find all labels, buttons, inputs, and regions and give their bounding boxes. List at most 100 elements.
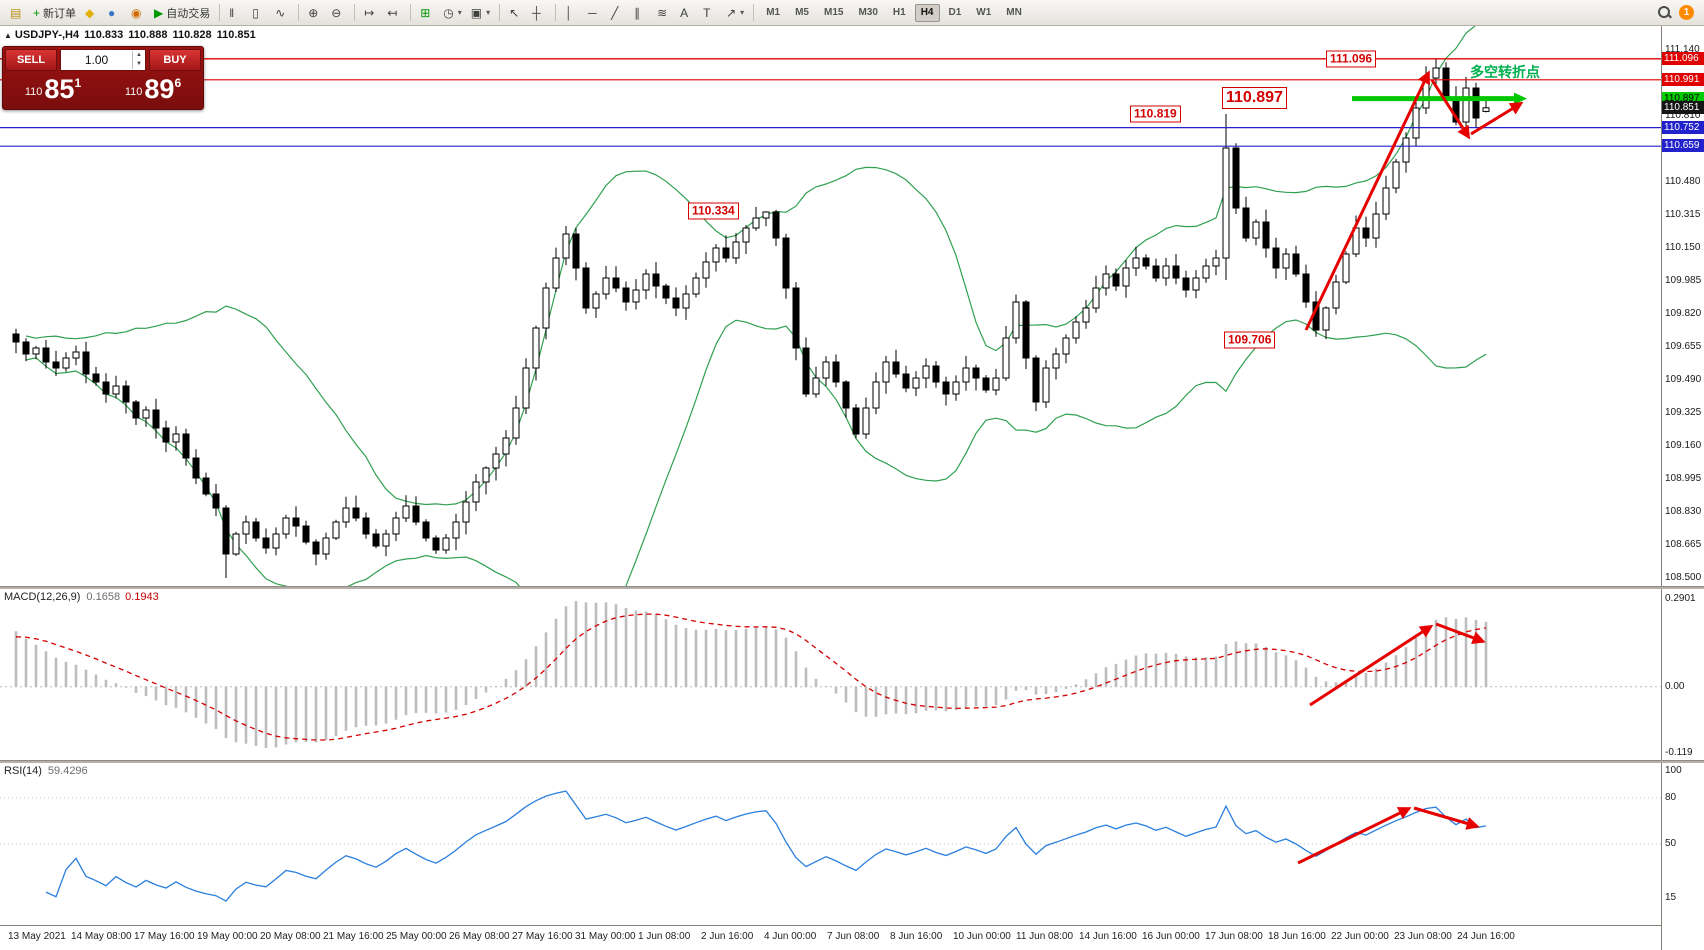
- new-order-button[interactable]: + 新订单: [29, 3, 80, 23]
- horizontal-line-button[interactable]: ─: [584, 3, 606, 23]
- chart-shift-button[interactable]: ↤: [383, 3, 405, 23]
- one-click-trading-panel: SELL 1.00 ▲ ▼ BUY 110 85 1: [2, 46, 204, 110]
- timeframe-m30-button[interactable]: M30: [852, 4, 883, 22]
- timeframe-m5-button[interactable]: M5: [789, 4, 815, 22]
- text-label-button[interactable]: T: [699, 3, 721, 23]
- price-axis-label: 109.325: [1665, 407, 1702, 418]
- bars-mode-button[interactable]: ‖: [225, 3, 247, 23]
- notification-badge[interactable]: 1: [1679, 5, 1694, 20]
- price-chart-canvas[interactable]: [0, 26, 1661, 586]
- rsi-value: 59.4296: [47, 765, 88, 777]
- time-axis-label: 11 Jun 08:00: [1016, 931, 1074, 942]
- volume-value[interactable]: 1.00: [84, 53, 109, 67]
- timeframe-m1-button[interactable]: M1: [760, 4, 786, 22]
- price-axis-label: 50: [1665, 838, 1677, 849]
- auto-scroll-button[interactable]: ↦: [360, 3, 382, 23]
- time-axis-label: 2 Jun 16:00: [701, 931, 754, 942]
- navigator-button[interactable]: ◉: [127, 3, 149, 23]
- equidistant-channel-button[interactable]: ∥: [630, 3, 652, 23]
- chart-note-text[interactable]: 多空转折点: [1470, 64, 1540, 80]
- zoom-in-button[interactable]: ⊕: [304, 3, 326, 23]
- candles-mode-icon: ▯: [252, 5, 259, 20]
- toolbar-right: 1: [1658, 5, 1698, 20]
- pane-separator[interactable]: [0, 586, 1704, 589]
- ask-big-digits: 89: [144, 74, 175, 104]
- price-axis-label: 109.160: [1665, 440, 1702, 451]
- price-axis[interactable]: 111.140 110.810 110.480 110.315 110.150 109.9…: [1661, 26, 1704, 950]
- rsi-title: RSI(14): [4, 765, 42, 777]
- time-axis-label: 22 Jun 00:00: [1331, 931, 1389, 942]
- macd-pane[interactable]: MACD(12,26,9) 0.1658 0.1943: [0, 589, 1661, 760]
- price-annotation-label[interactable]: 110.819: [1130, 105, 1181, 123]
- timeframe-w1-button[interactable]: W1: [970, 4, 997, 22]
- autotrading-icon: ▶: [154, 5, 164, 20]
- fibonacci-icon: ≋: [657, 5, 668, 20]
- line-mode-icon: ∿: [275, 5, 286, 20]
- price-pane[interactable]: ▲ USDJPY-,H4 110.833 110.888 110.828 110.851 …: [0, 26, 1661, 586]
- zoom-out-button[interactable]: ⊖: [327, 3, 349, 23]
- volume-field[interactable]: 1.00 ▲ ▼: [60, 49, 146, 71]
- toolbar-separator: [219, 4, 221, 21]
- candles-mode-button[interactable]: ▯: [248, 3, 270, 23]
- time-axis[interactable]: 13 May 2021 14 May 08:00 17 May 16:00 19 Ma…: [0, 925, 1661, 950]
- panel-collapse-icon[interactable]: ▲: [4, 31, 12, 40]
- autotrading-button[interactable]: ▶ 自动交易: [150, 3, 214, 23]
- timeframe-h4-button[interactable]: H4: [914, 3, 940, 22]
- sell-button[interactable]: SELL: [5, 49, 57, 71]
- timeframe-m15-button[interactable]: M15: [818, 4, 849, 22]
- arrows-tool-button[interactable]: ↗ ▾: [722, 3, 748, 23]
- time-axis-label: 17 May 16:00: [134, 931, 195, 942]
- templates-button[interactable]: ▣ ▾: [467, 3, 494, 23]
- arrows-tool-dropdown-icon[interactable]: ▾: [740, 8, 745, 17]
- time-axis-label: 14 Jun 16:00: [1079, 931, 1137, 942]
- cursor-button[interactable]: ↖: [505, 3, 527, 23]
- timeframe-d1-button[interactable]: D1: [943, 4, 968, 22]
- rsi-pane[interactable]: RSI(14) 59.4296: [0, 763, 1661, 925]
- toolbar-separator: [555, 4, 557, 21]
- volume-down-icon[interactable]: ▼: [136, 61, 142, 67]
- ohlc-close: 110.851: [216, 29, 256, 41]
- price-pane-overlay: ▲ USDJPY-,H4 110.833 110.888 110.828 110.851 …: [0, 26, 1661, 586]
- time-axis-label: 25 May 00:00: [386, 931, 447, 942]
- pane-separator[interactable]: [0, 760, 1704, 763]
- data-window-button[interactable]: ●: [104, 3, 126, 23]
- timeframe-h1-button[interactable]: H1: [887, 4, 912, 22]
- new-order-icon: +: [33, 5, 41, 20]
- bid-big-digits: 85: [44, 74, 75, 104]
- volume-up-icon[interactable]: ▲: [136, 52, 142, 58]
- crosshair-button[interactable]: ┼: [528, 3, 550, 23]
- price-annotation-label[interactable]: 111.096: [1326, 50, 1377, 68]
- toolbar-separator: [499, 4, 501, 21]
- zoom-in-icon: ⊕: [308, 5, 319, 20]
- price-annotation-label[interactable]: 109.706: [1224, 331, 1276, 349]
- buy-price-button[interactable]: 110 89 6: [103, 71, 203, 107]
- periods-button[interactable]: ◷ ▾: [439, 3, 466, 23]
- vertical-line-button[interactable]: │: [561, 3, 583, 23]
- macd-chart-canvas[interactable]: [0, 589, 1661, 760]
- volume-stepper[interactable]: ▲ ▼: [132, 51, 145, 69]
- price-axis-marker: 110.851: [1662, 100, 1704, 114]
- fibonacci-button[interactable]: ≋: [653, 3, 675, 23]
- price-annotation-label[interactable]: 110.897: [1222, 87, 1287, 109]
- price-axis-label: 80: [1665, 791, 1677, 803]
- indicators-button[interactable]: ⊞: [416, 3, 438, 23]
- buy-button[interactable]: BUY: [149, 49, 201, 71]
- bid-pip-digit: 1: [74, 76, 82, 90]
- price-annotation-label[interactable]: 110.334: [688, 202, 739, 220]
- price-axis-label: 108.830: [1665, 506, 1702, 517]
- templates-dropdown-icon[interactable]: ▾: [486, 8, 491, 17]
- timeframe-mn-button[interactable]: MN: [1000, 4, 1028, 22]
- line-mode-button[interactable]: ∿: [271, 3, 293, 23]
- trendline-button[interactable]: ╱: [607, 3, 629, 23]
- market-watch-button[interactable]: ◆: [81, 3, 103, 23]
- bars-mode-icon: ‖: [229, 5, 235, 20]
- ask-prefix: 110: [124, 86, 143, 98]
- new-chart-button[interactable]: ▤: [6, 3, 28, 23]
- search-icon[interactable]: [1658, 6, 1671, 19]
- periods-dropdown-icon[interactable]: ▾: [457, 8, 462, 17]
- text-button[interactable]: A: [676, 3, 698, 23]
- rsi-chart-canvas[interactable]: [0, 763, 1661, 925]
- periods-icon: ◷: [443, 5, 454, 20]
- macd-signal-value: 0.1943: [125, 591, 159, 603]
- sell-price-button[interactable]: 110 85 1: [3, 71, 103, 107]
